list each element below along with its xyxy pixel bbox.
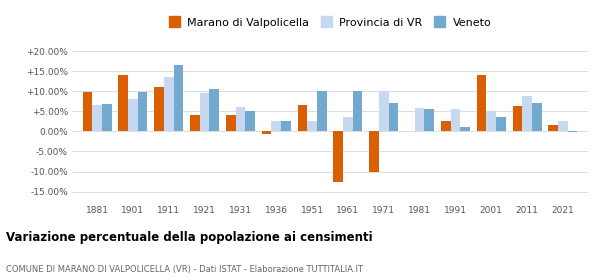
Bar xyxy=(236,107,245,131)
Bar xyxy=(262,131,271,134)
Bar xyxy=(496,117,506,131)
Bar xyxy=(532,102,542,131)
Bar xyxy=(568,131,577,132)
Bar xyxy=(226,115,236,131)
Bar xyxy=(558,122,568,131)
Bar xyxy=(317,91,326,131)
Text: COMUNE DI MARANO DI VALPOLICELLA (VR) - Dati ISTAT - Elaborazione TUTTITALIA.IT: COMUNE DI MARANO DI VALPOLICELLA (VR) - … xyxy=(6,265,363,274)
Bar xyxy=(334,131,343,181)
Bar xyxy=(154,87,164,131)
Bar xyxy=(369,131,379,172)
Bar xyxy=(245,111,255,131)
Bar xyxy=(209,89,219,131)
Bar xyxy=(451,109,460,131)
Bar xyxy=(173,65,183,131)
Text: Variazione percentuale della popolazione ai censimenti: Variazione percentuale della popolazione… xyxy=(6,231,373,244)
Bar xyxy=(118,75,128,131)
Bar xyxy=(271,122,281,131)
Bar xyxy=(190,115,200,131)
Bar xyxy=(477,75,487,131)
Bar xyxy=(512,106,522,131)
Bar xyxy=(379,91,389,131)
Bar xyxy=(415,108,424,131)
Bar xyxy=(460,127,470,131)
Bar xyxy=(83,92,92,131)
Bar xyxy=(200,93,209,131)
Bar xyxy=(138,92,148,131)
Bar xyxy=(343,117,353,131)
Bar xyxy=(389,102,398,131)
Bar xyxy=(128,99,138,131)
Bar xyxy=(164,77,173,131)
Bar xyxy=(281,122,291,131)
Legend: Marano di Valpolicella, Provincia di VR, Veneto: Marano di Valpolicella, Provincia di VR,… xyxy=(166,15,494,31)
Bar xyxy=(102,104,112,131)
Bar xyxy=(548,125,558,131)
Bar xyxy=(92,105,102,131)
Bar xyxy=(298,104,307,131)
Bar xyxy=(487,111,496,131)
Bar xyxy=(307,122,317,131)
Bar xyxy=(424,109,434,131)
Bar xyxy=(353,91,362,131)
Bar xyxy=(441,121,451,131)
Bar xyxy=(522,96,532,131)
